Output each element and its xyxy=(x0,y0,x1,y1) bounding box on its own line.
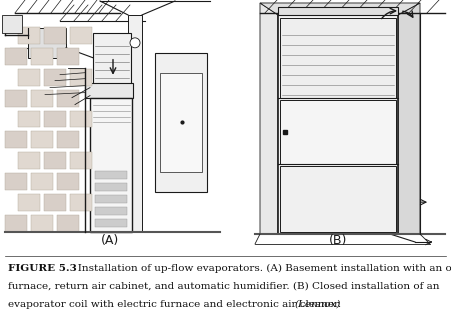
Polygon shape xyxy=(398,3,420,234)
Bar xyxy=(57,173,79,190)
Bar xyxy=(70,152,92,169)
Bar xyxy=(44,110,66,128)
Bar xyxy=(57,89,79,107)
Bar xyxy=(5,173,27,190)
Text: evaporator coil with electric furnace and electronic air cleaner.: evaporator coil with electric furnace an… xyxy=(8,300,345,309)
Circle shape xyxy=(130,38,140,48)
Bar xyxy=(160,73,202,172)
Bar xyxy=(31,48,53,65)
Bar xyxy=(90,98,132,232)
Bar xyxy=(70,194,92,211)
Bar xyxy=(2,15,22,33)
Bar xyxy=(5,48,27,65)
Text: Installation of up-flow evaporators. (A) Basement installation with an oil: Installation of up-flow evaporators. (A)… xyxy=(68,264,451,273)
Bar xyxy=(57,48,79,65)
Bar xyxy=(70,69,92,86)
Bar xyxy=(31,215,53,232)
Bar xyxy=(18,27,40,44)
Text: (Lennox): (Lennox) xyxy=(295,300,341,309)
Bar xyxy=(44,152,66,169)
Bar xyxy=(70,27,92,44)
Bar xyxy=(44,69,66,86)
Bar xyxy=(280,18,396,98)
Bar xyxy=(95,207,127,215)
Bar xyxy=(278,15,398,234)
Bar xyxy=(280,99,396,164)
Bar xyxy=(31,131,53,148)
Bar xyxy=(95,195,127,203)
Text: (B): (B) xyxy=(329,234,347,247)
Bar xyxy=(280,166,396,232)
Bar xyxy=(93,33,131,88)
Polygon shape xyxy=(260,3,278,234)
Bar xyxy=(57,131,79,148)
Bar xyxy=(5,89,27,107)
Bar xyxy=(44,194,66,211)
Bar xyxy=(18,69,40,86)
Text: (A): (A) xyxy=(101,234,119,247)
Bar xyxy=(57,215,79,232)
Bar xyxy=(155,53,207,192)
Polygon shape xyxy=(260,3,420,15)
Bar xyxy=(31,173,53,190)
Bar xyxy=(5,131,27,148)
Bar xyxy=(95,219,127,227)
Bar xyxy=(18,152,40,169)
Bar xyxy=(70,110,92,128)
Text: furnace, return air cabinet, and automatic humidifier. (B) Closed installation o: furnace, return air cabinet, and automat… xyxy=(8,282,440,291)
Bar xyxy=(95,183,127,191)
Bar xyxy=(18,194,40,211)
Bar xyxy=(278,7,398,15)
Bar xyxy=(44,27,66,44)
Bar xyxy=(5,215,27,232)
Bar xyxy=(128,15,142,232)
Bar xyxy=(18,110,40,128)
Bar xyxy=(85,83,133,98)
Bar xyxy=(95,171,127,179)
Text: FIGURE 5.3: FIGURE 5.3 xyxy=(8,264,77,273)
Bar xyxy=(31,89,53,107)
Bar xyxy=(28,28,66,58)
